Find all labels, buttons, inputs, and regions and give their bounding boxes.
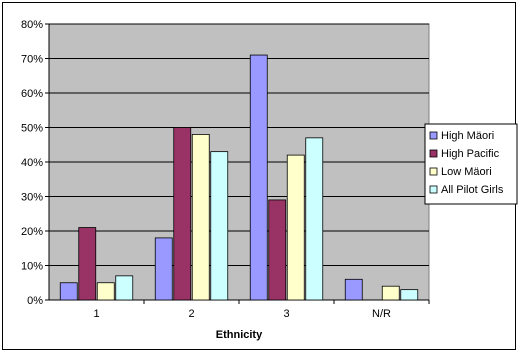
legend-label: High Pacific: [441, 148, 500, 160]
y-tick-label: 80%: [21, 19, 43, 31]
bar: [96, 282, 115, 301]
bar: [78, 227, 97, 301]
y-tick-label: 70%: [21, 54, 43, 66]
legend-swatch: [429, 149, 438, 158]
x-tick-label: 3: [283, 308, 289, 320]
y-tick-label: 10%: [21, 261, 43, 273]
legend-label: All Pilot Girls: [441, 184, 504, 196]
y-tick-label: 20%: [21, 226, 43, 238]
x-tick-label: 1: [93, 308, 99, 320]
legend-label: Low Mäori: [441, 166, 492, 178]
y-tick-label: 0%: [27, 295, 43, 307]
legend-swatch: [429, 131, 438, 140]
bar: [154, 237, 173, 301]
bar: [59, 282, 78, 301]
x-tick-label: 2: [188, 308, 194, 320]
bar: [115, 275, 134, 301]
bar: [249, 54, 268, 301]
bar: [286, 154, 305, 301]
bar: [305, 137, 324, 301]
bar: [400, 289, 419, 301]
bar: [344, 278, 363, 301]
x-axis-title: Ethnicity: [216, 329, 263, 341]
x-tick-label: N/R: [372, 308, 391, 320]
bar: [173, 127, 192, 301]
bar: [191, 133, 210, 301]
y-tick-label: 30%: [21, 192, 43, 204]
bar: [268, 199, 287, 301]
legend-swatch: [429, 185, 438, 194]
legend-box: [424, 123, 518, 205]
legend-swatch: [429, 167, 438, 176]
bar: [210, 151, 229, 301]
bar: [381, 285, 400, 301]
y-tick-label: 40%: [21, 157, 43, 169]
y-tick-label: 50%: [21, 123, 43, 135]
y-tick-label: 60%: [21, 88, 43, 100]
legend-label: High Mäori: [441, 130, 494, 142]
